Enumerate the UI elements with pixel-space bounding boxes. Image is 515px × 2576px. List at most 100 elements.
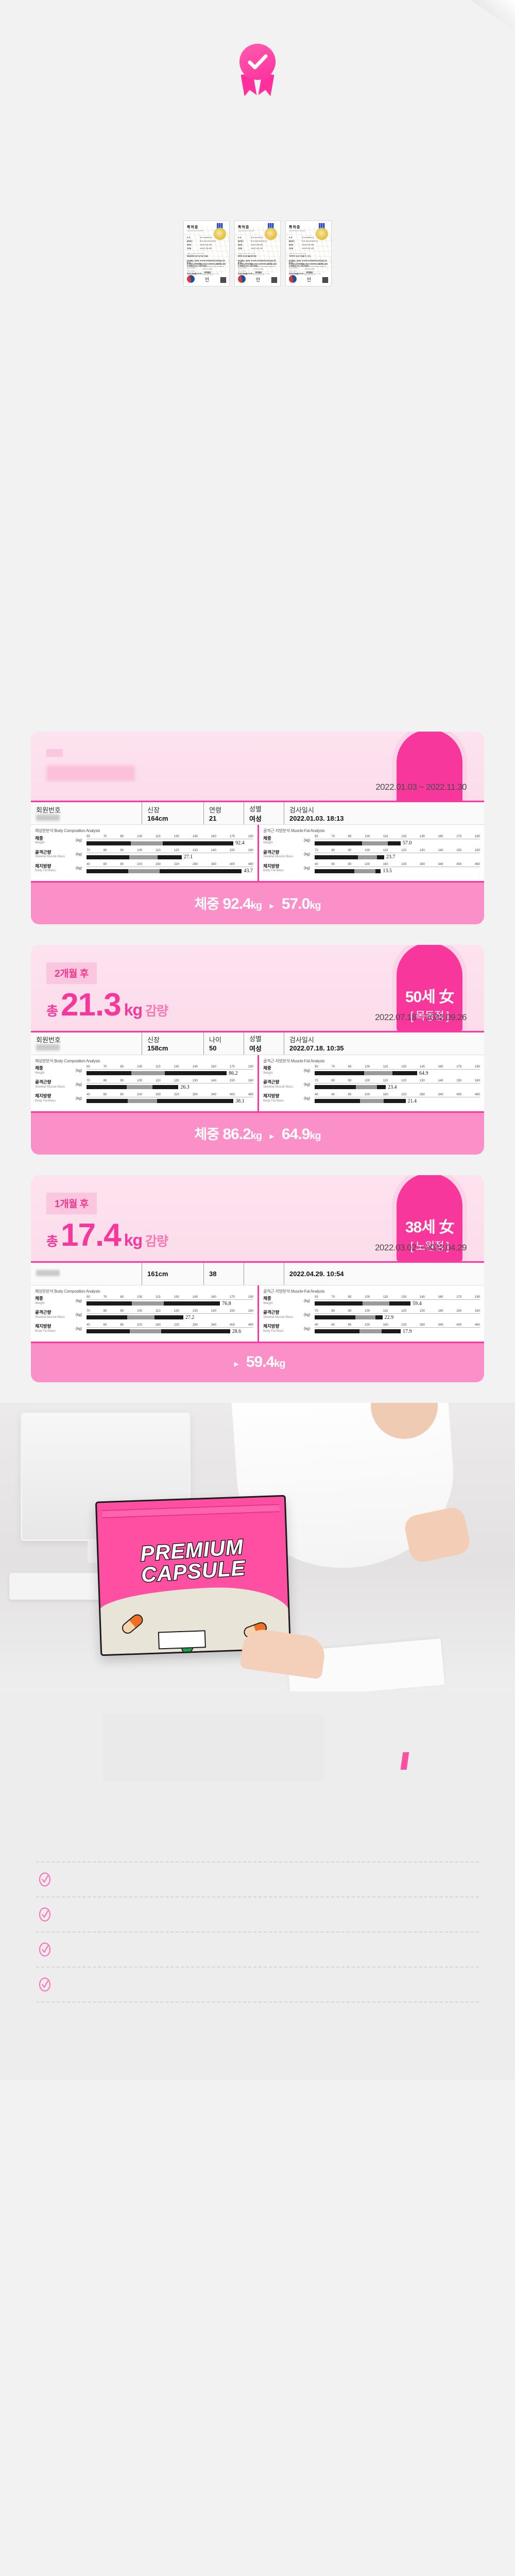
inbody-metric-row: 체중 Weight (kg) 55 70 85 100 115 130 145 160 175 19… xyxy=(263,1065,480,1076)
meta-member: 회원번호 xyxy=(31,802,142,824)
certificate-signature: 2023년 01월 12일 특허청장 COMMISSIONER, KOREAN … xyxy=(297,268,322,283)
block-body: 주 식회사 프리미엄캡슐 (110111-0000000) 서울특별시 강남구 … xyxy=(238,263,277,267)
qr-code-icon xyxy=(220,277,226,283)
inbody-meta-row: 회원번호 신장 164cm 연령 21 성별 여성 xyxy=(31,802,484,825)
inbody-charts: 체성분분석 Body Composition Analysis 체중 Weight… xyxy=(31,1285,484,1342)
issue-date: 2023년 01월 12일 xyxy=(304,268,315,270)
metric-ticks: 40 60 80 100 160 220 280 340 400 460 xyxy=(315,863,480,867)
inbody-metric-row: 체지방량 Body Fat Mass (kg) 40 60 80 100 160 220 28… xyxy=(35,1324,253,1334)
arrow-icon: ▸ xyxy=(234,1358,238,1369)
chart-title: 골격근·지방분석 Muscle-Fat Analysis xyxy=(263,1289,325,1294)
inbody-metric-row: 골격근량 Skeletal Muscle Mass (kg) 70 80 90 100 1… xyxy=(263,849,480,860)
hand-supporting-pouch xyxy=(239,1627,327,1680)
weight-unit: kg xyxy=(250,900,262,911)
meta-value: 38 xyxy=(209,1269,217,1278)
metric-value: 27.2 xyxy=(185,1314,195,1320)
certificate-card[interactable]: 특허증 CERTIFICATE OF PATENT 특 허 제 10-247120… xyxy=(234,221,281,286)
issuer-kr: 특허청장 xyxy=(255,272,262,274)
profile-age: 38세 女 xyxy=(405,1218,454,1236)
inbody-report: 161cm 38 2022.04.29. 10:54 xyxy=(31,1261,484,1343)
inbody-metric-row: 체중 Weight (kg) 55 70 85 100 115 130 145 160 175 19… xyxy=(263,835,480,846)
metric-value: 21.4 xyxy=(407,1098,417,1104)
metric-value: 23.7 xyxy=(386,854,396,860)
meta-value: 161cm xyxy=(147,1269,168,1278)
certificate-title-en: CERTIFICATE OF PATENT xyxy=(289,230,305,232)
meta-gender xyxy=(244,1262,284,1285)
certificate-fields: 특 허 제 10-2466978 호 출원번호 제 10-2022-0012345 … xyxy=(187,236,226,249)
result-card[interactable]: 1개월 후 총 17.4 kg 감량 38세 女 [ 노원점 ] 2022.03… xyxy=(31,1175,484,1382)
inbody-metric-row: 체지방량 Body Fat Mass (kg) 40 60 80 100 160 220 28… xyxy=(35,1093,253,1104)
weight-before: 86.2 xyxy=(222,1125,251,1143)
certificate-footer: 2022년 11월 08일 특허청장 COMMISSIONER, KOREAN … xyxy=(187,268,226,283)
inbody-meta-row: 161cm 38 2022.04.29. 10:54 xyxy=(31,1262,484,1285)
metric-value: 23.4 xyxy=(388,1084,397,1090)
metric-label: 골격근량 Skeletal Muscle Mass xyxy=(35,1079,65,1089)
list-item[interactable] xyxy=(36,1897,479,1933)
block-head: 발명의 명칭 Title of the Invention xyxy=(187,253,204,255)
metric-label: 골격근량 Skeletal Muscle Mass xyxy=(263,849,294,859)
result-card[interactable]: 2022.01.03 ~ 2022.11.30 회원번호 신장 164cm 연령… xyxy=(31,732,484,924)
inbody-metric-row: 골격근량 Skeletal Muscle Mass (kg) 70 80 90 100 1… xyxy=(35,1079,253,1090)
certificate-block: 발명자 Inventor 홍길동(洪吉童) 외 1명 xyxy=(238,270,277,275)
results-section: 2022.01.03 ~ 2022.11.30 회원번호 신장 164cm 연령… xyxy=(0,479,515,1382)
metric-value: 64.9 xyxy=(419,1070,428,1076)
kipo-emblem-icon xyxy=(238,275,246,283)
inbody-meta-row: 회원번호 신장 158cm 나이 50 성별 여성 xyxy=(31,1032,484,1055)
meta-value xyxy=(36,1044,136,1052)
field-label: 출원번호 xyxy=(187,240,193,242)
field-value: 제 10-2471203 호 xyxy=(251,236,263,239)
list-item[interactable] xyxy=(36,1861,479,1897)
certificates-section: 특허증 CERTIFICATE OF PATENT 특 허 제 10-246697… xyxy=(0,0,515,479)
metric-value: 28.6 xyxy=(232,1328,242,1334)
list-item[interactable] xyxy=(36,1968,479,2003)
legal-kr: 위의 발명은 「특허법」에 의하여 특허등록원부에 등록되었음을 증명합니다. xyxy=(187,260,225,264)
block-body: 주 식회사 프리미엄캡슐 (110111-0000000) 서울특별시 강남구 … xyxy=(187,263,226,267)
list-item[interactable] xyxy=(36,1933,479,1968)
headline-prefix: 총 xyxy=(46,1234,58,1249)
checklist xyxy=(36,1861,479,2003)
field-value: 2022년 01월 03일 xyxy=(200,244,212,246)
redacted-value xyxy=(36,814,60,821)
headline-suffix: 감량 xyxy=(145,1004,168,1019)
certificate-card[interactable]: 특허증 CERTIFICATE OF PATENT 특 허 제 10-246697… xyxy=(183,221,230,286)
metric-ticks: 40 60 80 100 160 220 280 340 400 460 xyxy=(87,1093,253,1097)
meta-height: 신장 158cm xyxy=(142,1032,203,1055)
headline-prefix: 총 xyxy=(46,1004,58,1019)
block-body: 체중감량용 건강기능식품 조성물 xyxy=(187,255,208,257)
loss-headline: 총 21.3 kg 감량 xyxy=(46,989,469,1021)
inbody-before: 체성분분석 Body Composition Analysis 체중 Weight… xyxy=(31,1055,258,1111)
block-head: 발명자 Inventor xyxy=(238,270,246,272)
inbody-metric-row: 체지방량 Body Fat Mass (kg) 40 60 80 100 160 220 28… xyxy=(263,1324,480,1334)
metric-unit: (kg) xyxy=(304,1313,311,1317)
field-value: 제 10-2489551 호 xyxy=(302,236,314,239)
metric-ticks: 70 80 90 100 110 120 130 140 150 160 xyxy=(315,1309,480,1314)
certificate-block: 특허권자 Patentee 주 식회사 프리미엄캡슐 (110111-000000… xyxy=(289,260,328,267)
metric-unit: (kg) xyxy=(76,1299,82,1303)
metric-value: 57.0 xyxy=(402,840,412,846)
metric-value: 59.4 xyxy=(413,1300,422,1307)
issuer-kr: 특허청장 xyxy=(306,272,313,274)
metric-label: 골격근량 Skeletal Muscle Mass xyxy=(263,1310,294,1319)
meta-age: 나이 50 xyxy=(203,1032,244,1055)
metric-unit: (kg) xyxy=(76,853,82,856)
result-card[interactable]: 2개월 후 총 21.3 kg 감량 50세 女 [ 목동점 ] 2022.07… xyxy=(31,945,484,1155)
certificate-card[interactable]: 특허증 CERTIFICATE OF PATENT 특 허 제 10-248955… xyxy=(285,221,332,286)
certificate-fields: 특 허 제 10-2489551 호 출원번호 제 10-2022-0078912 … xyxy=(289,236,328,249)
metric-value: 26.3 xyxy=(180,1084,190,1090)
inbody-metric-row: 골격근량 Skeletal Muscle Mass (kg) 70 80 90 100 1… xyxy=(263,1310,480,1320)
accent-slash-mark xyxy=(400,1752,409,1770)
meta-age: 연령 21 xyxy=(203,802,244,824)
certificate-block: 발명의 명칭 Title of the Invention 체지방 감소용 캡슐 … xyxy=(238,252,277,257)
award-check-badge-icon xyxy=(235,44,280,97)
meta-value xyxy=(36,1269,136,1278)
inbody-after: 골격근·지방분석 Muscle-Fat Analysis 체중 Weight (k… xyxy=(258,825,484,881)
meta-label: 성별 xyxy=(249,1035,262,1043)
metric-unit: (kg) xyxy=(304,853,311,856)
metric-ticks: 40 60 80 100 160 220 280 340 400 460 xyxy=(315,1323,480,1328)
metric-ticks: 70 80 90 100 110 120 130 140 150 160 xyxy=(87,1309,253,1314)
metric-ticks: 70 80 90 100 110 120 130 140 150 160 xyxy=(87,849,253,853)
certificate-footer: 2023년 01월 12일 특허청장 COMMISSIONER, KOREAN … xyxy=(289,268,328,283)
duration-tag: 1개월 후 xyxy=(46,1192,97,1214)
redacted-value xyxy=(36,1044,60,1051)
